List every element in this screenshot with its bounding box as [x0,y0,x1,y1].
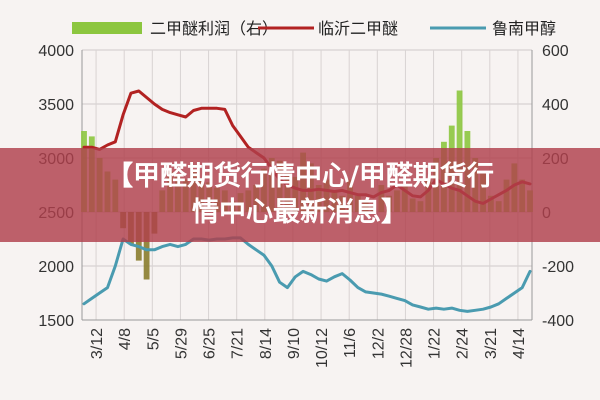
x-tick-label: 12/2 [370,328,387,359]
y-left-tick-label: 4000 [38,43,74,60]
x-tick-label: 8/14 [258,328,275,359]
profit-bar [143,212,150,280]
x-tick-label: 6/25 [202,328,219,359]
x-tick-label: 11/6 [342,328,359,358]
x-tick-label: 9/10 [286,328,303,359]
lunan-methanol-line [82,236,532,313]
x-tick-label: 2/24 [455,328,472,359]
y-left-tick-label: 2000 [38,259,74,276]
y-left-tick-label: 1500 [38,313,74,330]
banner-line-2: 情中心最新消息】 [192,197,408,228]
y-right-tick-label: 400 [542,97,569,114]
x-tick-label: 12/28 [398,328,415,368]
y-right-tick-label: 600 [542,43,569,60]
x-tick-label: 1/22 [427,328,444,359]
x-tick-label: 5/5 [145,328,162,350]
y-right-tick-label: -200 [542,259,574,276]
banner-line-1: 【甲醛期货行情中心/甲醛期货行 [106,161,494,192]
x-tick-label: 3/12 [89,328,106,359]
title-banner: 【甲醛期货行情中心/甲醛期货行 情中心最新消息】 [0,148,600,242]
legend-swatch-profit [72,22,142,34]
legend-label: 鲁南甲醇 [492,19,556,38]
x-tick-label: 5/29 [173,328,190,359]
x-tick-label: 4/8 [117,328,134,350]
x-tick-label: 7/21 [230,328,247,359]
x-tick-label: 4/14 [511,328,528,359]
x-tick-label: 3/21 [483,328,500,359]
x-tick-label: 10/12 [314,328,331,368]
legend-label: 二甲醚利润（右） [150,19,278,38]
y-left-tick-label: 3500 [38,97,74,114]
y-right-tick-label: -400 [542,313,574,330]
legend-label: 临沂二甲醚 [318,19,398,38]
